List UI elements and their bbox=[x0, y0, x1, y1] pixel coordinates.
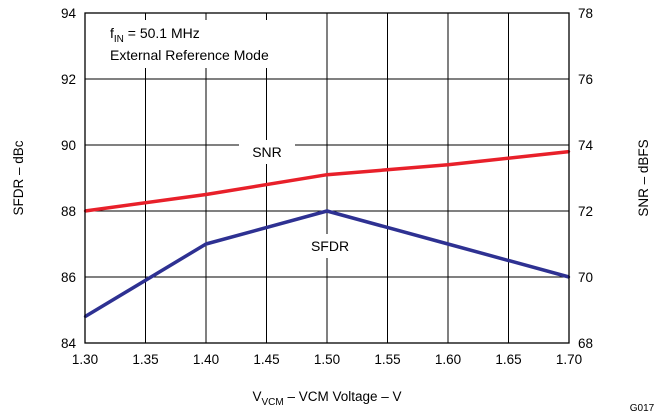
x-tick-label: 1.65 bbox=[495, 352, 521, 367]
x-tick-label: 1.70 bbox=[556, 352, 582, 367]
x-tick-label: 1.55 bbox=[374, 352, 400, 367]
x-tick-label: 1.35 bbox=[132, 352, 158, 367]
x-tick-label: 1.30 bbox=[72, 352, 98, 367]
y-right-tick-label: 68 bbox=[578, 336, 593, 351]
x-tick-label: 1.40 bbox=[193, 352, 219, 367]
y-left-tick-label: 94 bbox=[61, 6, 77, 21]
y-right-tick-label: 78 bbox=[578, 6, 593, 21]
y-right-tick-label: 72 bbox=[578, 204, 593, 219]
series-label-sfdr: SFDR bbox=[311, 238, 349, 254]
y-left-tick-label: 86 bbox=[61, 270, 76, 285]
y-axis-left-title: SFDR – dBc bbox=[11, 140, 26, 215]
y-left-tick-label: 92 bbox=[61, 72, 76, 87]
plot-frame bbox=[84, 12, 570, 344]
y-right-tick-label: 74 bbox=[578, 138, 594, 153]
annotation-fin: fIN = 50.1 MHz bbox=[110, 25, 200, 45]
data-point-sfdr bbox=[446, 242, 450, 246]
data-point-sfdr bbox=[204, 242, 208, 246]
y-axis-right-title: SNR – dBFS bbox=[636, 139, 651, 216]
data-point-snr bbox=[325, 173, 329, 176]
y-left-tick-label: 88 bbox=[61, 204, 76, 219]
y-right-tick-label: 70 bbox=[578, 270, 593, 285]
x-tick-label: 1.60 bbox=[435, 352, 461, 367]
ticks: 1.30 1.35 1.40 1.45 1.50 1.55 1.60 1.65 1.70 84 86… bbox=[61, 6, 594, 367]
figure-id: G017 bbox=[630, 403, 655, 414]
x-axis-title: VVCM – VCM Voltage – V bbox=[252, 389, 401, 408]
y-left-tick-label: 90 bbox=[61, 138, 76, 153]
annotation-box bbox=[105, 20, 324, 68]
data-point-sfdr bbox=[325, 209, 329, 213]
series-label-snr: SNR bbox=[252, 144, 282, 160]
x-tick-label: 1.50 bbox=[314, 352, 340, 367]
sfdr-label-bg bbox=[300, 234, 360, 258]
y-right-tick-label: 76 bbox=[578, 72, 593, 87]
data-point-snr bbox=[204, 193, 208, 196]
data-point-snr bbox=[446, 163, 450, 166]
y-left-tick-label: 84 bbox=[61, 336, 77, 351]
snr-label-bg bbox=[239, 140, 295, 164]
x-tick-label: 1.45 bbox=[253, 352, 279, 367]
annotation-mode: External Reference Mode bbox=[110, 47, 269, 63]
